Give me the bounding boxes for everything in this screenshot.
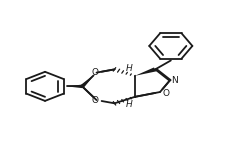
Text: H: H xyxy=(126,100,132,109)
Polygon shape xyxy=(80,74,96,87)
Text: H: H xyxy=(126,64,132,73)
Text: O: O xyxy=(92,96,99,105)
Text: N: N xyxy=(171,76,178,85)
Text: O: O xyxy=(92,68,99,77)
Polygon shape xyxy=(135,67,157,76)
Polygon shape xyxy=(67,85,82,88)
Text: O: O xyxy=(162,89,169,98)
